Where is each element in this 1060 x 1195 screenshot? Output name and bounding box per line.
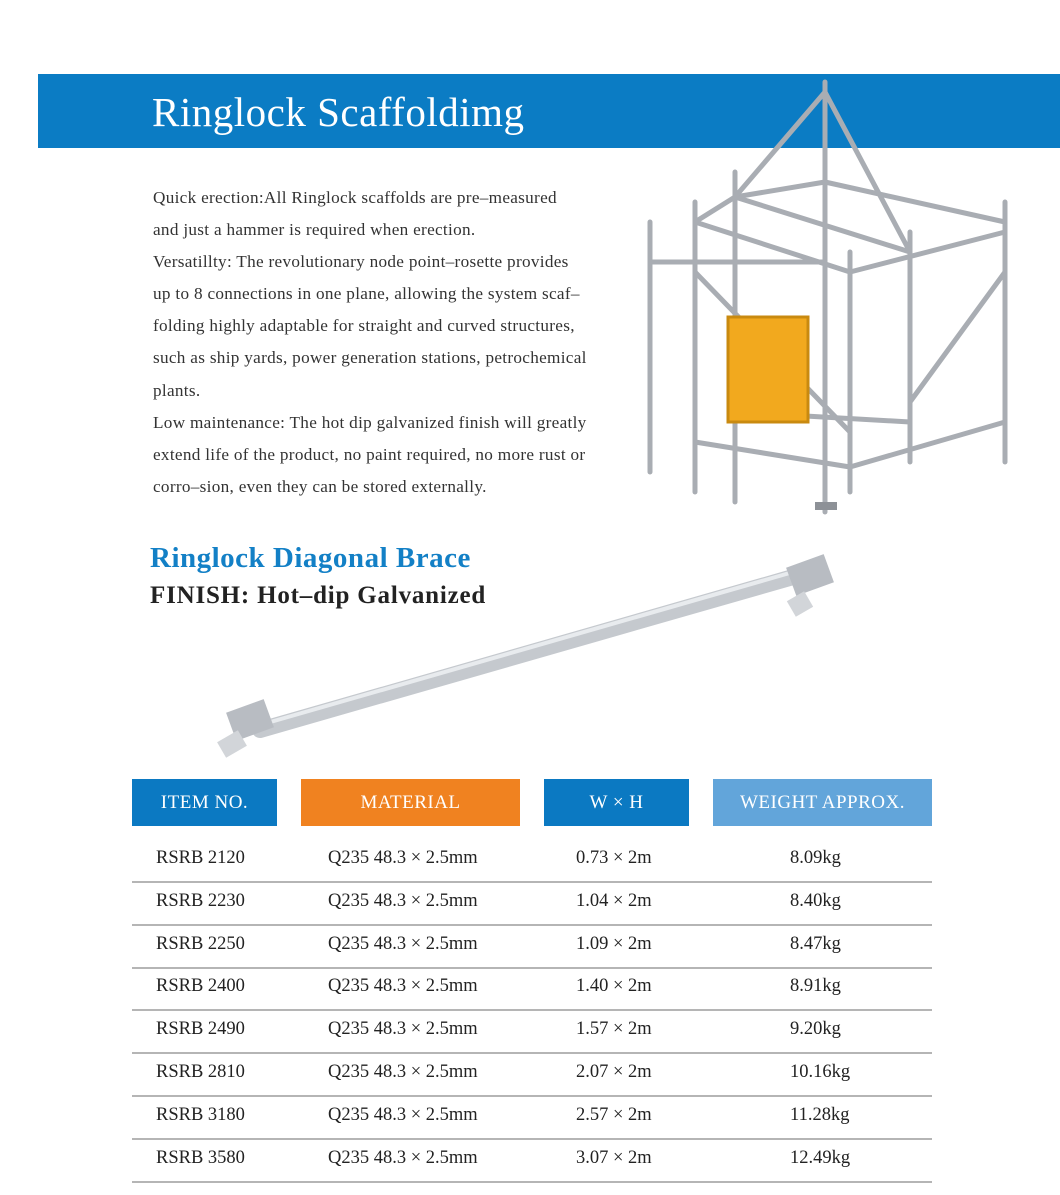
description-line: Low maintenance: The hot dip galvanized … bbox=[153, 412, 587, 432]
cell-item-no: RSRB 2810 bbox=[156, 1062, 245, 1082]
cell-item-no: RSRB 2250 bbox=[156, 933, 245, 954]
cell-material: Q235 48.3 × 2.5mm bbox=[328, 933, 478, 954]
description-line: and just a hammer is required when erect… bbox=[153, 220, 476, 240]
cell-material: Q235 48.3 × 2.5mm bbox=[328, 848, 478, 868]
header-band bbox=[38, 74, 1060, 148]
cell-item-no: RSRB 2120 bbox=[156, 848, 245, 868]
description-line: corro–sion, even they can be stored exte… bbox=[153, 476, 487, 496]
header-w-x-h: W × H bbox=[544, 779, 689, 826]
description-line: Quick erection:All Ringlock scaffolds ar… bbox=[153, 188, 557, 207]
cell-weight: 8.09kg bbox=[790, 848, 841, 868]
cell-material: Q235 48.3 × 2.5mm bbox=[328, 976, 478, 997]
product-finish: FINISH: Hot–dip Galvanized bbox=[150, 582, 487, 609]
cell-w-x-h: 0.73 × 2m bbox=[576, 848, 652, 868]
table-row: RSRB 2400 Q235 48.3 × 2.5mm 1.40 × 2m 8.91k… bbox=[132, 966, 932, 1012]
cell-weight: 8.40kg bbox=[790, 890, 841, 911]
description-line: Versatillty: The revolutionary node poin… bbox=[153, 252, 569, 272]
table-row: RSRB 2810 Q235 48.3 × 2.5mm 2.07 × 2m 10.16… bbox=[132, 1052, 932, 1097]
table-row: RSRB 2230 Q235 48.3 × 2.5mm 1.04 × 2m 8.40k… bbox=[132, 881, 932, 926]
page-title: Ringlock Scaffoldimg bbox=[152, 89, 525, 135]
cell-material: Q235 48.3 × 2.5mm bbox=[328, 1104, 478, 1125]
cell-w-x-h: 1.09 × 2m bbox=[576, 933, 652, 954]
table-row: RSRB 2490 Q235 48.3 × 2.5mm 1.57 × 2m 9.20k… bbox=[132, 1009, 932, 1055]
cell-weight: 12.49kg bbox=[790, 1147, 851, 1168]
description-line: folding highly adaptable for straight an… bbox=[153, 316, 575, 336]
cell-w-x-h: 1.57 × 2m bbox=[576, 1019, 652, 1040]
cell-weight: 8.91kg bbox=[790, 976, 841, 997]
header-weight: WEIGHT APPROX. bbox=[713, 779, 932, 826]
cell-item-no: RSRB 3580 bbox=[156, 1147, 245, 1168]
product-name: Ringlock Diagonal Brace bbox=[150, 542, 471, 574]
cell-weight: 8.47kg bbox=[790, 933, 841, 954]
table-row: RSRB 3580 Q235 48.3 × 2.5mm 3.07 × 2m 12.49… bbox=[132, 1138, 932, 1183]
table-row: RSRB 2120 Q235 48.3 × 2.5mm 0.73 × 2m 8.09k… bbox=[132, 838, 932, 883]
description-line: extend life of the product, no paint req… bbox=[153, 444, 586, 464]
cell-w-x-h: 3.07 × 2m bbox=[576, 1147, 652, 1168]
cell-weight: 9.20kg bbox=[790, 1019, 841, 1040]
cell-material: Q235 48.3 × 2.5mm bbox=[328, 1019, 478, 1040]
cell-weight: 11.28kg bbox=[790, 1104, 850, 1125]
cell-item-no: RSRB 2230 bbox=[156, 890, 245, 911]
diagonal-brace-image bbox=[217, 554, 834, 758]
cell-material: Q235 48.3 × 2.5mm bbox=[328, 890, 478, 911]
cell-w-x-h: 1.40 × 2m bbox=[576, 976, 652, 997]
cell-item-no: RSRB 2400 bbox=[156, 976, 245, 997]
description-text: Quick erection:All Ringlock scaffolds ar… bbox=[153, 182, 653, 503]
cell-w-x-h: 2.57 × 2m bbox=[576, 1104, 652, 1125]
cell-item-no: RSRB 2490 bbox=[156, 1019, 245, 1040]
table-row: RSRB 3180 Q235 48.3 × 2.5mm 2.57 × 2m 11.28… bbox=[132, 1095, 932, 1140]
description-line: up to 8 connections in one plane, allowi… bbox=[153, 284, 580, 304]
cell-w-x-h: 1.04 × 2m bbox=[576, 890, 652, 911]
description-line: plants. bbox=[153, 380, 201, 400]
scaffold-image bbox=[647, 79, 1008, 515]
header-material: MATERIAL bbox=[301, 779, 520, 826]
cell-w-x-h: 2.07 × 2m bbox=[576, 1062, 652, 1082]
cell-weight: 10.16kg bbox=[790, 1062, 851, 1082]
description-line: such as ship yards, power generation sta… bbox=[153, 348, 587, 368]
table-row: RSRB 2250 Q235 48.3 × 2.5mm 1.09 × 2m 8.47k… bbox=[132, 924, 932, 969]
cell-item-no: RSRB 3180 bbox=[156, 1104, 245, 1125]
cell-material: Q235 48.3 × 2.5mm bbox=[328, 1147, 478, 1168]
cell-material: Q235 48.3 × 2.5mm bbox=[328, 1062, 478, 1082]
header-item-no: ITEM NO. bbox=[132, 779, 277, 826]
